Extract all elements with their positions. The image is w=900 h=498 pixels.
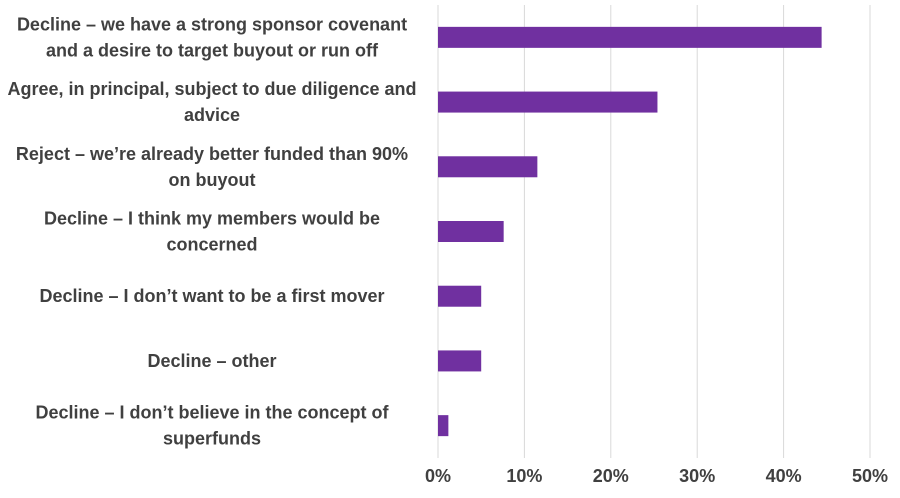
category-label-3: Reject – we’re already better funded tha… bbox=[16, 144, 408, 190]
bar-5 bbox=[438, 285, 482, 307]
category-label-line: Reject – we’re already better funded tha… bbox=[16, 144, 408, 164]
category-label-line: superfunds bbox=[163, 429, 261, 449]
x-tick-label-0: 0% bbox=[425, 466, 451, 486]
category-label-2: Agree, in principal, subject to due dili… bbox=[7, 79, 416, 125]
category-label-6: Decline – other bbox=[147, 351, 276, 371]
category-label-4: Decline – I think my members would be con… bbox=[44, 209, 380, 255]
bar-3 bbox=[438, 156, 538, 178]
category-label-line: concerned bbox=[166, 235, 257, 255]
bar-1 bbox=[438, 26, 822, 48]
x-tick-label-40: 40% bbox=[766, 466, 802, 486]
category-label-line: Decline – other bbox=[147, 351, 276, 371]
category-label-line: Decline – I don’t want to be a first mov… bbox=[39, 286, 384, 306]
category-label-line: Decline – I don’t believe in the concept… bbox=[35, 403, 389, 423]
bar-4 bbox=[438, 221, 504, 242]
x-tick-label-30: 30% bbox=[679, 466, 715, 486]
category-label-line: and a desire to target buyout or run off bbox=[46, 40, 379, 60]
x-tick-label-20: 20% bbox=[593, 466, 629, 486]
category-label-line: Agree, in principal, subject to due dili… bbox=[7, 79, 416, 99]
bar-2 bbox=[438, 91, 658, 113]
category-label-line: on buyout bbox=[169, 170, 256, 190]
bar-7 bbox=[438, 415, 449, 437]
x-axis-tick-labels: 0% 10% 20% 30% 40% 50% bbox=[425, 466, 888, 486]
category-label-line: Decline – we have a strong sponsor coven… bbox=[17, 14, 407, 34]
category-label-1: Decline – we have a strong sponsor coven… bbox=[17, 14, 407, 60]
bars bbox=[438, 26, 822, 437]
category-label-7: Decline – I don’t believe in the concept… bbox=[35, 403, 389, 449]
category-label-line: Decline – I think my members would be bbox=[44, 209, 380, 229]
category-labels: Decline – we have a strong sponsor coven… bbox=[7, 14, 416, 448]
gridlines bbox=[437, 5, 871, 458]
bar-6 bbox=[438, 350, 482, 372]
category-label-5: Decline – I don’t want to be a first mov… bbox=[39, 286, 384, 306]
x-tick-label-10: 10% bbox=[506, 466, 542, 486]
x-tick-label-50: 50% bbox=[852, 466, 888, 486]
category-label-line: advice bbox=[184, 105, 240, 125]
